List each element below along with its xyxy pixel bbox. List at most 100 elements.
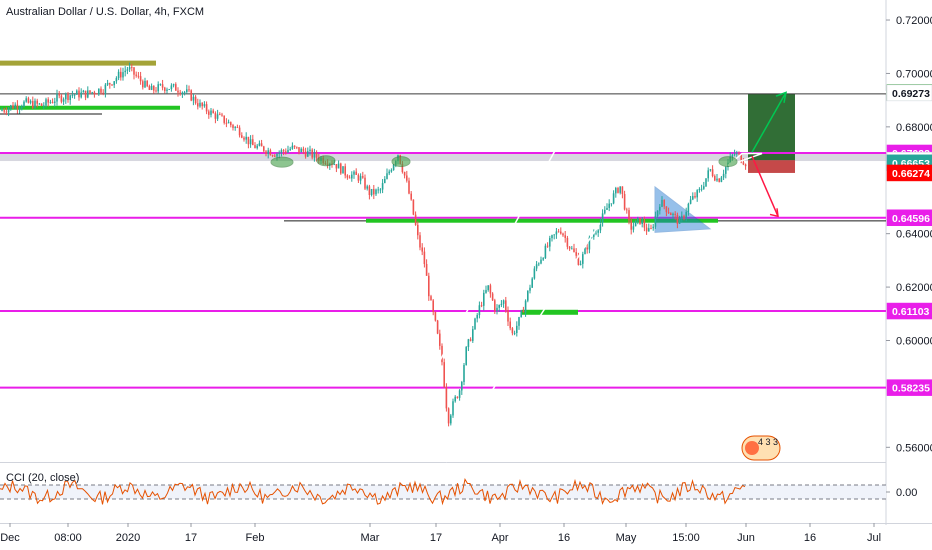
candle [663, 199, 665, 207]
candle [388, 171, 390, 174]
candle [610, 203, 613, 205]
candle [353, 171, 355, 175]
candle [91, 92, 93, 93]
candle [161, 84, 164, 88]
candle [428, 275, 430, 297]
x-tick-label: Jul [867, 532, 881, 544]
candle [485, 290, 487, 293]
x-tick-label: May [616, 532, 637, 544]
candle [502, 300, 505, 304]
candle [414, 214, 417, 225]
candle [626, 209, 628, 211]
candle [93, 92, 96, 94]
candle [450, 415, 452, 424]
candle [364, 177, 366, 189]
candle [564, 235, 566, 238]
candle [100, 88, 102, 93]
candle [82, 90, 85, 93]
candle [208, 111, 210, 115]
long-profit-zone [748, 92, 795, 161]
candle [645, 227, 648, 232]
x-tick-label: 2020 [116, 532, 140, 544]
candle [221, 114, 223, 116]
bull-arrowhead [775, 91, 787, 103]
main-pane[interactable] [0, 0, 886, 462]
candle [681, 215, 683, 219]
events-badge[interactable]: 4 3 3 [741, 435, 781, 461]
indicator-label: CCI (20, close) [6, 472, 79, 484]
x-tick-label: 16 [804, 532, 816, 544]
x-tick-label: Jun [737, 532, 755, 544]
candle [509, 321, 511, 329]
price-tag [886, 379, 932, 396]
candle [725, 167, 727, 174]
candle [419, 235, 421, 248]
candle [12, 105, 14, 109]
candle [659, 206, 661, 211]
candle [58, 94, 60, 96]
candle [494, 300, 496, 311]
candle [232, 125, 234, 128]
candle [714, 176, 716, 181]
candle [434, 312, 437, 321]
candle [293, 145, 296, 147]
candle [436, 320, 439, 334]
candle [120, 71, 122, 78]
candle [254, 145, 256, 149]
candle [652, 226, 654, 229]
candle [87, 90, 89, 98]
candle [480, 305, 483, 307]
candle [357, 174, 360, 181]
candle [267, 150, 269, 154]
candle [641, 220, 643, 225]
channel-lower [445, 222, 601, 463]
candle [650, 228, 652, 229]
candle [346, 175, 349, 178]
candle [214, 113, 217, 119]
candle [478, 305, 481, 316]
candle [203, 104, 206, 107]
candle [67, 93, 69, 100]
candle [236, 127, 239, 128]
candle [340, 163, 342, 174]
candle [126, 69, 129, 71]
candle [245, 136, 247, 140]
candle [425, 264, 428, 276]
candle [742, 162, 745, 165]
candle [260, 143, 263, 147]
candle [247, 136, 250, 145]
candle [115, 78, 118, 82]
price-tag [886, 209, 932, 227]
candle [181, 92, 184, 95]
candle [553, 234, 555, 236]
price-tag [886, 84, 932, 102]
candle [665, 206, 668, 213]
candle [131, 67, 133, 68]
candle [379, 189, 382, 191]
candle [183, 92, 186, 93]
candle [1, 110, 3, 111]
candle [23, 101, 25, 107]
candle [555, 231, 558, 235]
olive-bar [0, 60, 156, 66]
candle [406, 175, 408, 181]
candle [595, 232, 597, 234]
price-tag [886, 164, 932, 182]
candle [584, 247, 586, 255]
candle [513, 333, 516, 334]
candle [177, 90, 179, 93]
candle [27, 98, 30, 103]
price-tag-label: 0.61103 [892, 306, 930, 318]
candle [577, 255, 580, 265]
candle [447, 408, 450, 424]
candle [285, 151, 287, 153]
candle [731, 154, 734, 157]
candle [190, 90, 192, 101]
candle [375, 189, 377, 195]
candle [593, 233, 595, 237]
candle [76, 90, 78, 95]
candle [557, 231, 560, 233]
candle [615, 187, 617, 194]
candle [54, 101, 56, 103]
